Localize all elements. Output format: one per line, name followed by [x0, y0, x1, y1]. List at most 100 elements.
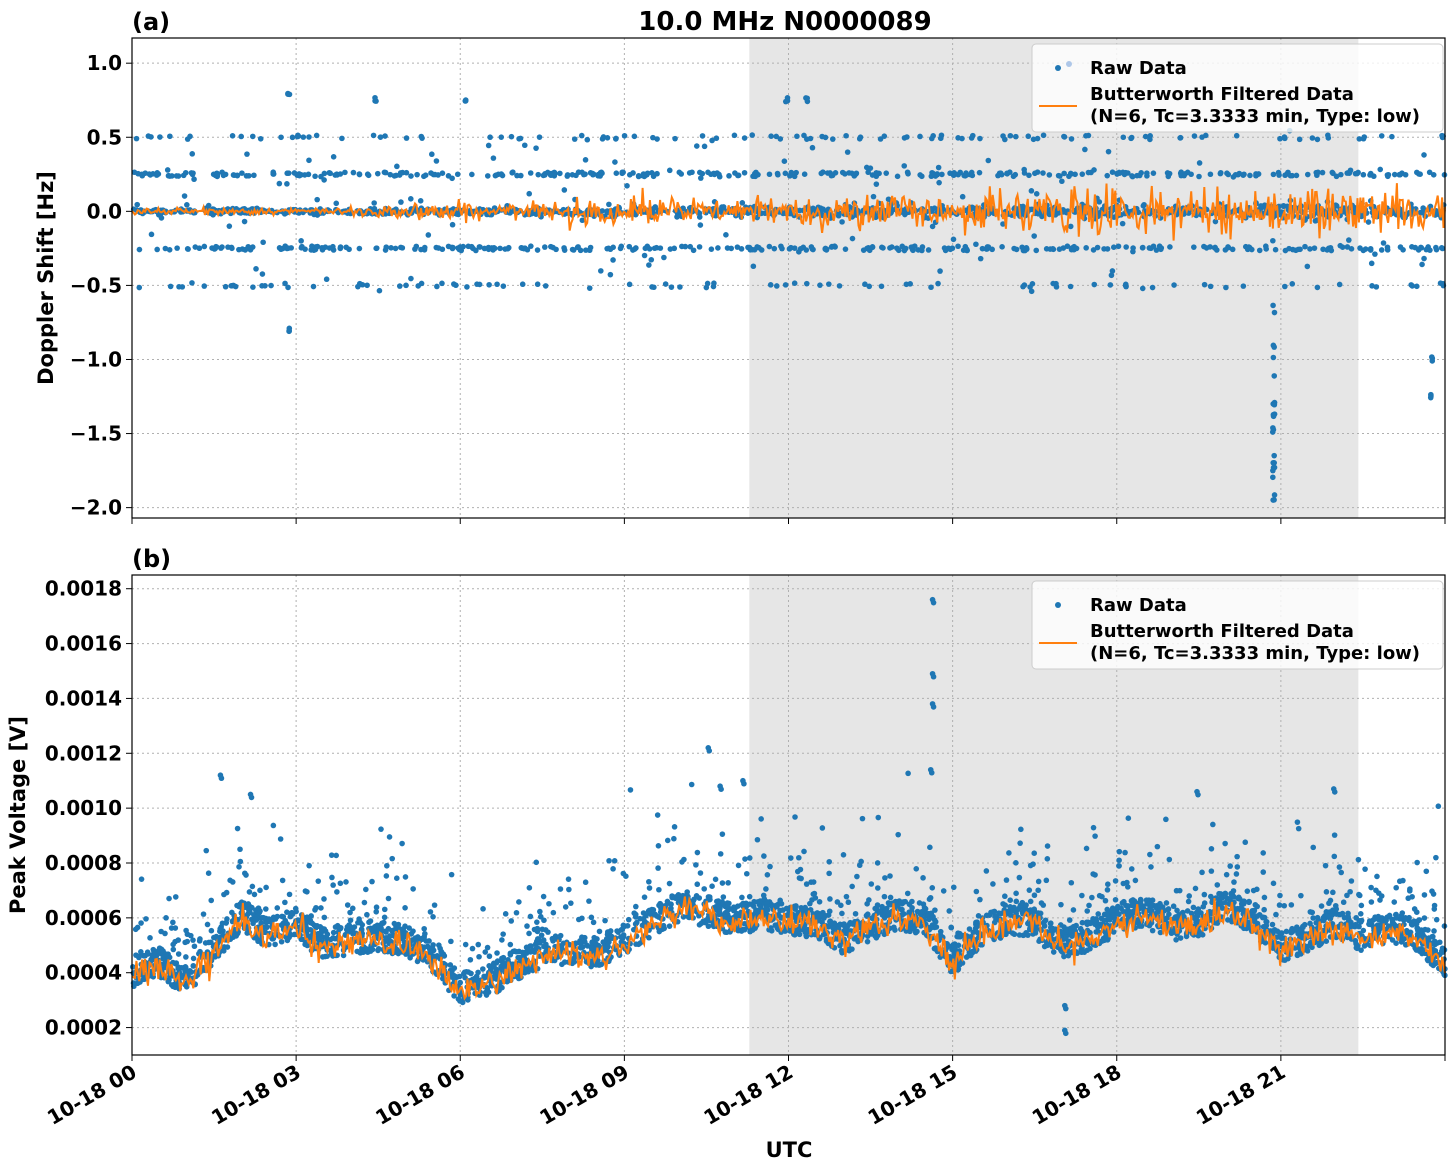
raw-point: [356, 171, 363, 177]
raw-point: [587, 170, 594, 176]
raw-point: [200, 911, 207, 917]
raw-point: [208, 939, 214, 946]
raw-point: [651, 245, 658, 252]
raw-point: [1066, 917, 1073, 923]
raw-point: [337, 244, 344, 250]
raw-point: [1069, 933, 1075, 939]
y-tick-label: −2.0: [70, 496, 122, 520]
raw-point: [773, 133, 780, 140]
raw-point: [842, 246, 849, 252]
raw-point: [322, 953, 328, 960]
raw-point: [1439, 245, 1446, 252]
raw-point: [635, 173, 642, 179]
raw-point: [745, 244, 751, 251]
raw-point: [1067, 223, 1074, 230]
raw-point: [870, 193, 877, 200]
raw-point: [771, 245, 778, 252]
raw-point: [1229, 246, 1236, 253]
raw-point: [477, 244, 483, 250]
raw-point: [1007, 132, 1014, 139]
raw-point: [522, 968, 528, 974]
raw-point: [935, 164, 942, 171]
raw-point: [668, 284, 675, 290]
raw-point: [170, 919, 176, 926]
raw-point: [1260, 850, 1267, 856]
raw-point: [641, 252, 648, 259]
raw-point: [757, 898, 763, 904]
raw-point: [1270, 497, 1276, 503]
raw-point: [1433, 960, 1439, 967]
raw-point: [1230, 174, 1237, 180]
raw-point: [646, 262, 652, 268]
raw-point: [251, 172, 257, 179]
raw-point: [937, 135, 944, 142]
raw-point: [964, 171, 970, 178]
raw-point: [613, 170, 620, 177]
raw-point: [653, 913, 660, 919]
raw-point: [278, 134, 284, 141]
raw-point: [1002, 136, 1008, 143]
raw-point: [1319, 169, 1326, 176]
raw-point: [751, 170, 758, 177]
raw-point: [1119, 220, 1126, 227]
raw-point: [1059, 929, 1065, 936]
raw-point: [534, 281, 541, 288]
raw-point: [592, 940, 599, 947]
raw-point: [421, 244, 428, 251]
raw-point: [266, 916, 272, 922]
raw-point: [1104, 246, 1111, 252]
raw-point: [439, 170, 446, 177]
raw-point: [468, 243, 475, 250]
raw-point: [490, 155, 497, 161]
raw-point: [189, 280, 195, 286]
raw-point: [239, 170, 245, 176]
raw-point: [1199, 134, 1205, 140]
raw-point: [301, 172, 308, 178]
raw-point: [1004, 171, 1010, 177]
raw-point: [1144, 173, 1150, 179]
raw-point: [892, 927, 898, 933]
raw-point: [746, 893, 753, 900]
raw-point: [773, 283, 780, 289]
raw-point: [1167, 244, 1173, 250]
raw-point: [853, 170, 860, 177]
raw-point: [694, 881, 701, 888]
raw-point: [1115, 243, 1122, 250]
raw-point: [774, 170, 781, 177]
raw-point: [777, 136, 784, 142]
raw-point: [1091, 167, 1097, 173]
raw-point: [237, 846, 243, 853]
raw-point: [1158, 246, 1164, 253]
raw-point: [414, 171, 420, 178]
raw-point: [862, 281, 868, 288]
legend-filtered-label: Butterworth Filtered Data: [1090, 84, 1354, 105]
raw-point: [521, 142, 528, 149]
raw-point: [631, 133, 638, 140]
raw-point: [396, 283, 403, 289]
raw-point: [1247, 172, 1253, 179]
raw-point: [709, 137, 715, 144]
raw-point: [441, 953, 448, 959]
raw-point: [339, 135, 345, 142]
raw-point: [369, 946, 376, 953]
raw-point: [504, 978, 510, 985]
raw-point: [1373, 284, 1380, 290]
raw-point: [749, 132, 756, 138]
raw-point: [697, 169, 703, 176]
raw-point: [708, 246, 715, 252]
raw-point: [1287, 172, 1294, 179]
raw-point: [382, 928, 389, 935]
raw-point: [1055, 172, 1062, 179]
raw-point: [403, 135, 410, 141]
raw-point: [1235, 894, 1242, 901]
raw-point: [1121, 898, 1127, 905]
raw-point: [1085, 941, 1091, 947]
raw-point: [817, 282, 823, 288]
raw-point: [1028, 188, 1035, 194]
raw-point: [1384, 173, 1391, 180]
raw-point: [524, 246, 531, 253]
raw-point: [666, 923, 673, 929]
raw-point: [514, 172, 520, 179]
raw-point: [241, 218, 248, 225]
raw-point: [370, 132, 377, 139]
